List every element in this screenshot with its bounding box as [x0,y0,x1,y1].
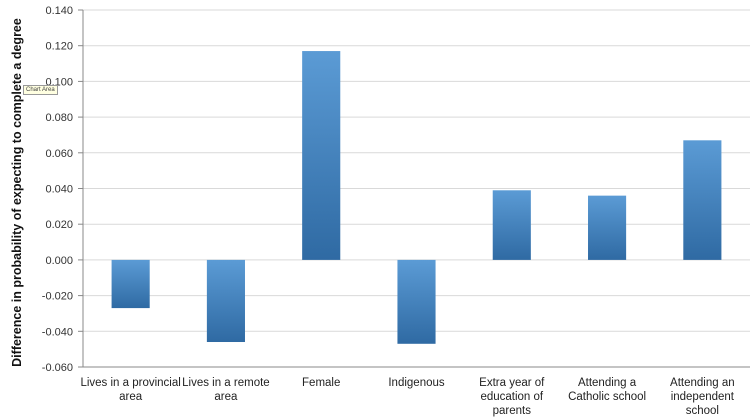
x-category-label: independent [671,391,735,403]
y-tick-labels: 0.1400.1200.1000.0800.0600.0400.0200.000… [42,5,73,374]
axes [82,10,750,368]
x-category-label: Attending a [578,377,637,389]
x-category-label: parents [493,405,532,417]
y-tick-label: 0.000 [45,255,73,267]
y-tick-label: 0.020 [45,219,73,231]
y-axis-label: Difference in probability of expecting t… [10,18,24,367]
x-category-label: area [214,391,238,403]
y-tick-label: 0.060 [45,148,73,160]
chart-area-tooltip: Chart Area [23,85,58,95]
y-tick-label: 0.120 [45,41,73,53]
bar [397,259,436,344]
y-tick-label: -0.020 [42,291,73,303]
bar [111,259,150,309]
bar [588,195,627,260]
bar [492,190,531,260]
x-category-label: Attending an [670,377,735,389]
y-tick-label: 0.040 [45,184,73,196]
y-tick-label: 0.140 [45,5,73,17]
x-category-label: school [686,405,719,417]
x-category-label: Lives in a provincial [80,377,180,389]
x-category-label: Extra year of [479,377,545,389]
y-tick-label: -0.060 [42,362,73,374]
x-category-label: education of [480,391,543,403]
x-category-label: area [119,391,143,403]
y-tick-label: -0.040 [42,326,73,338]
x-category-labels: Lives in a provincial area Lives in a remo… [80,377,734,417]
x-category-label: Female [302,377,340,389]
bar [206,259,245,343]
x-category-label: Catholic school [568,391,646,403]
bar [683,140,722,260]
x-category-label: Lives in a remote [182,377,270,389]
y-tick-label: 0.080 [45,112,73,124]
bars [111,51,722,344]
bar [302,51,341,260]
x-category-label: Indigenous [388,377,445,389]
